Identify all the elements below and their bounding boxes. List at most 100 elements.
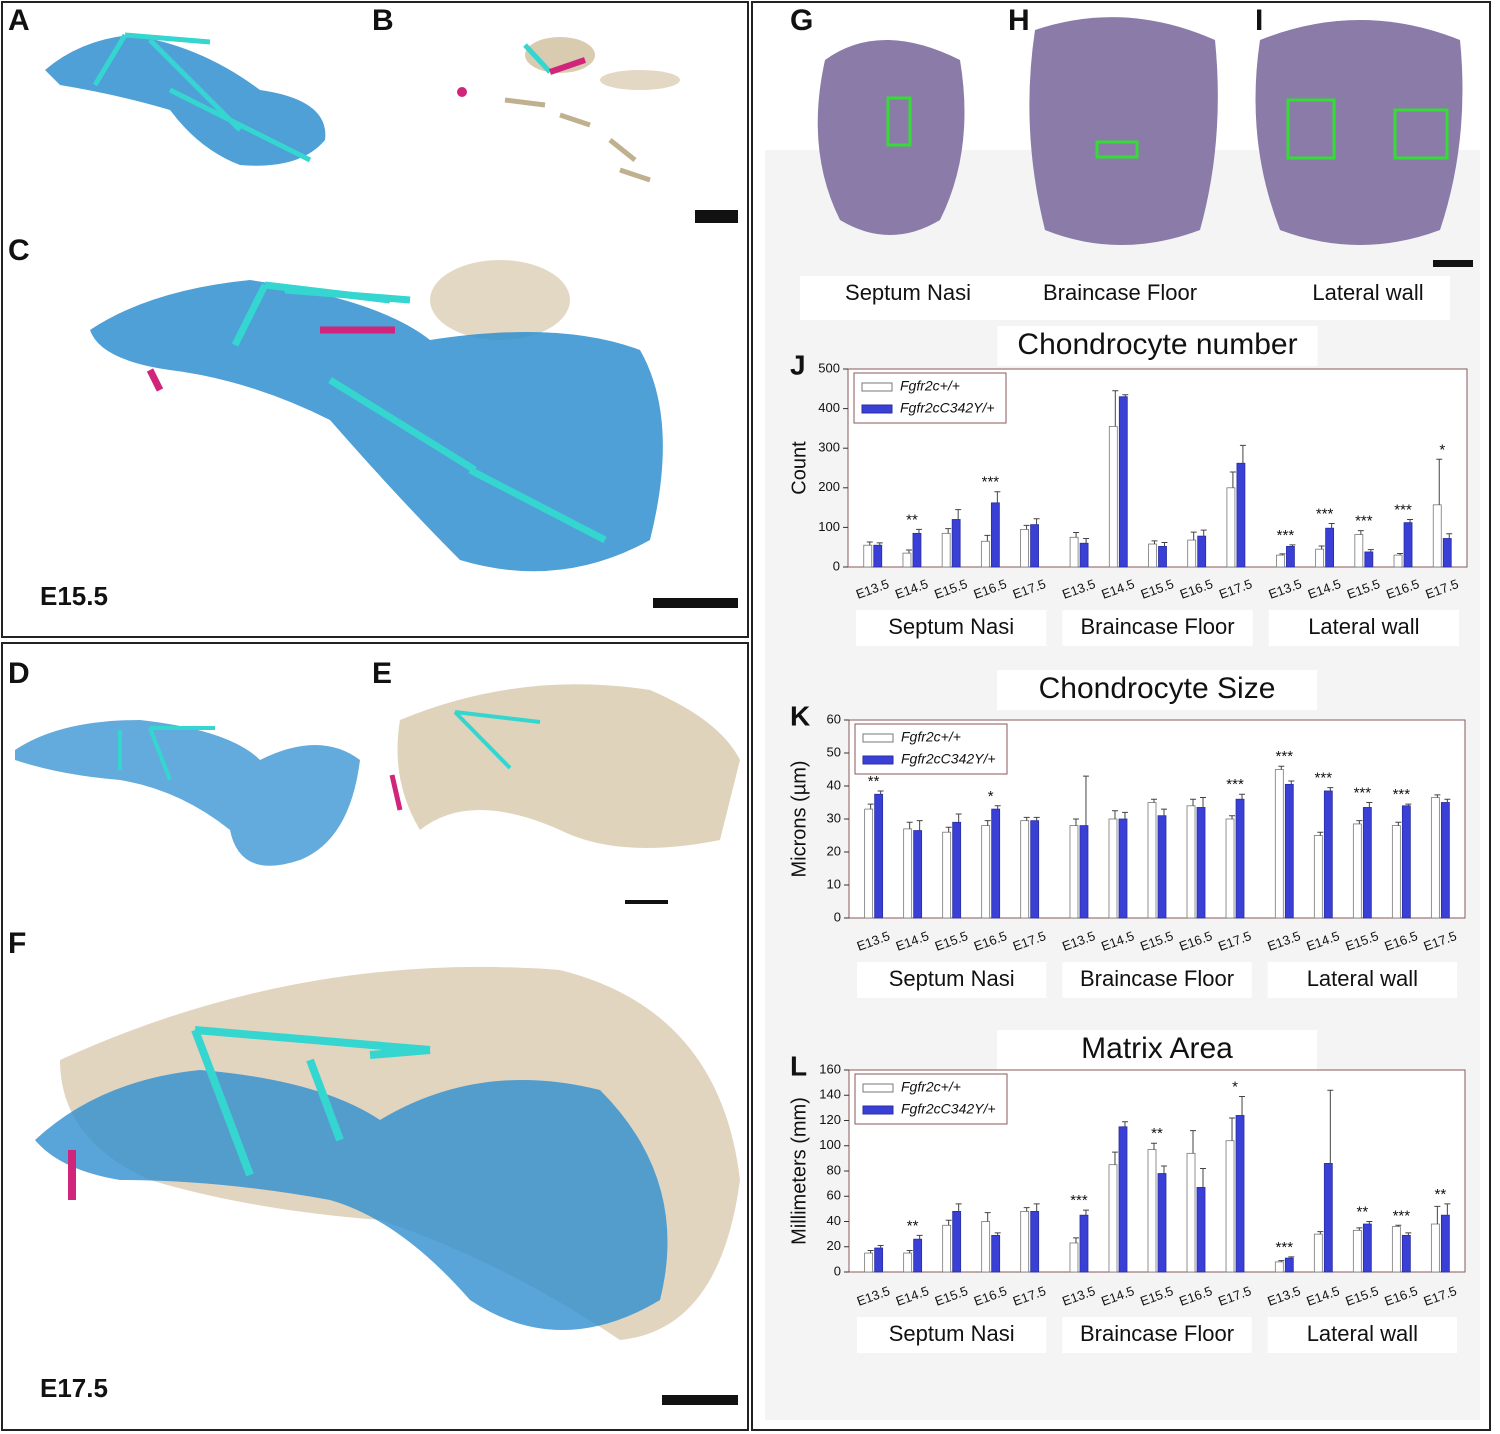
significance: *: [1232, 1078, 1238, 1095]
bar: [1430, 797, 1440, 919]
title-box: [997, 670, 1317, 710]
error-bar: [1082, 1209, 1089, 1216]
group-label-box: [857, 962, 1047, 998]
error-bar: [1366, 1221, 1373, 1225]
bar: [941, 532, 951, 568]
legend-swatch: [861, 382, 893, 392]
error-bar: [1434, 1205, 1441, 1225]
stage-label: E17.5: [40, 1373, 108, 1403]
error-bar: [1327, 1089, 1334, 1164]
error-bar: [916, 1234, 923, 1240]
bar: [864, 1252, 874, 1273]
bar: [1391, 1226, 1401, 1273]
bar: [1108, 818, 1118, 919]
error-bar: [1151, 1142, 1157, 1150]
bar: [1284, 783, 1294, 919]
error-bar: [1278, 765, 1285, 770]
bar: [1020, 820, 1030, 919]
error-bar: [1434, 794, 1441, 798]
group-label: Braincase Floor: [1080, 1321, 1234, 1346]
significance: ***: [1276, 1239, 1294, 1256]
panel-label: E: [372, 657, 392, 690]
bar: [912, 532, 922, 568]
significance: ***: [1393, 786, 1411, 803]
error-bar: [1366, 802, 1373, 808]
bar: [863, 544, 873, 568]
y-tick-label: 140: [819, 1087, 841, 1102]
error-bar: [906, 1250, 913, 1254]
error-bar: [1200, 529, 1207, 537]
error-bar: [1317, 1231, 1324, 1235]
panel-label: G: [790, 4, 813, 37]
error-bar: [955, 509, 962, 520]
error-bar: [1288, 780, 1295, 785]
stage-label: E15.5: [40, 581, 108, 611]
render-e: [389, 684, 740, 904]
legend-swatch: [862, 1105, 894, 1115]
error-bar: [905, 549, 912, 554]
legend-label: Fgfr2c+/+: [901, 1079, 961, 1095]
error-bar: [1151, 540, 1158, 545]
error-bar: [1357, 530, 1364, 535]
bar: [980, 540, 990, 568]
y-tick-label: 160: [819, 1061, 841, 1076]
render-d: [15, 720, 360, 866]
panel-label: J: [790, 349, 806, 380]
bar: [1430, 1223, 1440, 1273]
bar: [1157, 815, 1167, 919]
bar: [951, 519, 961, 568]
significance: **: [868, 773, 880, 790]
group-label-box: [1267, 962, 1457, 998]
y-axis-label: Count: [788, 441, 810, 495]
y-tick-label: 0: [834, 909, 841, 924]
error-bar: [1395, 1224, 1402, 1227]
bar: [1020, 1211, 1030, 1273]
error-bar: [1328, 522, 1335, 529]
group-label-box: [1062, 610, 1253, 646]
error-bar: [1327, 787, 1334, 791]
error-bar: [1239, 444, 1246, 464]
error-bar: [1318, 545, 1325, 550]
bar: [873, 544, 883, 568]
error-bar: [945, 1219, 952, 1226]
panel-label: H: [1008, 4, 1030, 37]
bar: [902, 552, 912, 568]
error-bar: [877, 1244, 884, 1249]
bar: [1147, 802, 1157, 919]
bar: [874, 793, 884, 919]
panel-label: I: [1255, 4, 1263, 37]
bar: [1236, 462, 1246, 568]
error-bar: [945, 528, 952, 534]
error-bar: [1082, 775, 1089, 826]
bar: [1352, 823, 1362, 919]
bar: [1187, 539, 1197, 568]
group-label-box: [1062, 962, 1252, 998]
bar: [1440, 1214, 1450, 1273]
significance: ***: [1070, 1192, 1088, 1209]
error-bar: [876, 542, 883, 546]
render-b: [457, 37, 738, 223]
error-bar: [1072, 1237, 1079, 1243]
bar: [991, 1234, 1001, 1273]
error-bar: [1073, 532, 1080, 538]
error-bar: [1405, 1232, 1412, 1236]
title-box: [997, 1030, 1317, 1070]
error-bar: [1407, 518, 1414, 523]
error-bar: [984, 820, 991, 826]
bar: [1197, 535, 1207, 568]
significance: ***: [1355, 513, 1373, 530]
bar: [864, 808, 874, 919]
y-axis-label: Millimeters (mm): [788, 1097, 810, 1245]
render-c: [90, 260, 738, 608]
legend-swatch: [861, 404, 893, 414]
panel-label: F: [8, 927, 26, 960]
bar: [1020, 528, 1029, 568]
bar: [1354, 534, 1364, 568]
y-tick-label: 100: [819, 1137, 841, 1152]
bar: [903, 828, 913, 919]
error-bar: [915, 528, 922, 534]
error-bar: [1122, 394, 1129, 397]
bar: [1235, 1115, 1245, 1273]
error-bar: [1023, 816, 1030, 821]
